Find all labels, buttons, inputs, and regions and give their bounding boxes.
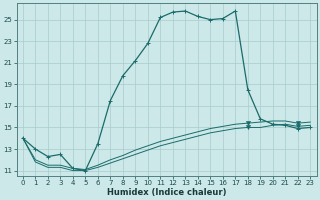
X-axis label: Humidex (Indice chaleur): Humidex (Indice chaleur)	[107, 188, 226, 197]
